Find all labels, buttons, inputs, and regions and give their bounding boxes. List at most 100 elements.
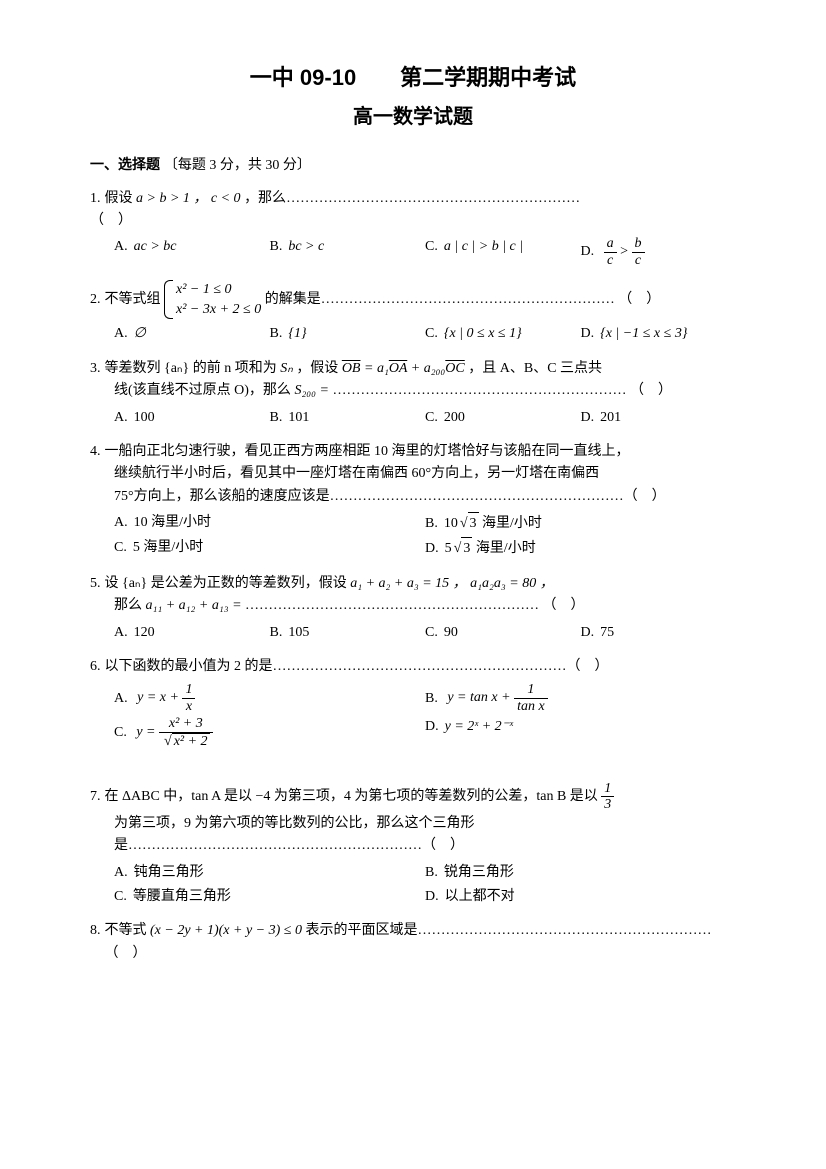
vec-oa: OA <box>389 361 407 376</box>
frac-den: 3 <box>601 797 614 812</box>
q8-expr: (x − 2y + 1)(x + y − 3) ≤ 0 <box>150 923 302 938</box>
q5-opt-a: A.120 <box>114 622 270 644</box>
opt-text: y = x + <box>137 691 182 706</box>
question-1: 1. 假设 a > b > 1 ， c < 0 ，那么 （ ） A.ac > b… <box>90 188 736 271</box>
q5-eq2: a₁₁ + a₁₂ + a₁₃ = <box>146 598 242 613</box>
q1-stem-pre: 假设 <box>105 191 133 206</box>
opt-label: B. <box>270 625 283 640</box>
opt-label: C. <box>114 889 127 904</box>
q4-text: 75°方向上，那么该船的速度应该是 <box>114 489 330 504</box>
dots <box>273 659 567 674</box>
page-title-1: 一中 09-10 第二学期期中考试 <box>90 60 736 95</box>
question-7: 7. 在 ΔABC 中，tan A 是以 −4 为第三项，4 为第七项的等差数列… <box>90 781 736 910</box>
q2-stem-post: 的解集是 <box>265 292 321 307</box>
q7-options: A.钝角三角形 B.锐角三角形 C.等腰直角三角形 D.以上都不对 <box>90 862 736 911</box>
opt-label: C. <box>425 239 438 254</box>
opt-text: 等腰直角三角形 <box>133 889 231 904</box>
opt-text: 海里/小时 <box>479 516 542 531</box>
question-2: 2. 不等式组 x² − 1 ≤ 0 x² − 3x + 2 ≤ 0 的解集是 … <box>90 280 736 348</box>
q7-opt-b: B.锐角三角形 <box>425 862 736 884</box>
opt-label: D. <box>425 719 439 734</box>
opt-text: 100 <box>134 410 155 425</box>
q1-stem: 假设 a > b > 1 ， c < 0 ，那么 <box>105 188 581 210</box>
q7-line2: 为第三项，9 为第六项的等比数列的公比，那么这个三角形是（ ） <box>90 813 736 858</box>
q3-text: ，且 A、B、C 三点共 <box>468 361 602 376</box>
sqrt-icon: x² + 2 <box>162 733 210 749</box>
q6-opt-c: C. y = x² + 3x² + 2 <box>114 716 425 749</box>
q5-opt-d: D. 75 <box>581 622 737 644</box>
q3-opt-c: C.200 <box>425 407 581 429</box>
q4-opt-b: B.103 海里/小时 <box>425 512 736 535</box>
dots <box>333 383 627 398</box>
opt-label: A. <box>114 691 128 706</box>
sqrt-icon: 3 <box>458 512 479 535</box>
q1-number: 1. <box>90 188 101 210</box>
q1-paren: （ ） <box>90 210 736 232</box>
q6-paren: （ ） <box>567 659 609 674</box>
q6-number: 6. <box>90 656 101 678</box>
q2-stem-pre: 不等式组 <box>105 292 161 307</box>
dots <box>321 292 615 307</box>
q6-text: 以下函数的最小值为 2 的是 <box>105 659 273 674</box>
opt-label: D. <box>425 889 439 904</box>
section-note: 〔每题 3 分，共 30 分〕 <box>164 158 311 173</box>
q2-paren: （ ） <box>618 292 660 307</box>
opt-label: D. <box>581 625 595 640</box>
opt-label: D. <box>581 410 595 425</box>
q3-opt-a: A. 100 <box>114 407 270 429</box>
opt-text: ∅ <box>134 326 146 341</box>
page-title-2: 高一数学试题 <box>90 101 736 133</box>
dots <box>286 191 580 206</box>
frac-den: tan x <box>514 699 548 714</box>
q3-options: A. 100 B.101 C.200 D.201 <box>90 407 736 431</box>
opt-text: 5 <box>445 541 452 556</box>
q7-number: 7. <box>90 786 101 808</box>
q4-paren: （ ） <box>624 489 666 504</box>
opt-text: 5 海里/小时 <box>133 540 203 555</box>
brace-line: x² − 3x + 2 ≤ 0 <box>176 300 261 320</box>
q8-paren: （ ） <box>105 946 147 961</box>
eq: = <box>360 361 376 376</box>
opt-label: D. <box>425 541 439 556</box>
q2-opt-d: D.{x | −1 ≤ x ≤ 3} <box>581 323 737 345</box>
opt-text: 以上都不对 <box>445 889 515 904</box>
opt-text: {x | 0 ≤ x ≤ 1} <box>444 326 522 341</box>
opt-label: A. <box>114 515 128 530</box>
q5-number: 5. <box>90 573 101 595</box>
q5-line1: 设 {aₙ} 是公差为正数的等差数列，假设 a₁ + a₂ + a₃ = 15 … <box>105 573 554 595</box>
opt-label: A. <box>114 625 128 640</box>
q4-line1: 一船向正北匀速行驶，看见正西方两座相距 10 海里的灯塔恰好与该船在同一直线上， <box>105 441 630 463</box>
dots <box>245 598 539 613</box>
q3-stem-line2: 线(该直线不过原点 O)，那么 S₂₀₀ = （ ） <box>90 380 736 402</box>
frac-den: c <box>604 253 617 268</box>
opt-text: 75 <box>600 625 614 640</box>
q3-opt-d: D.201 <box>581 407 737 429</box>
q3-opt-b: B.101 <box>270 407 426 429</box>
opt-text: 锐角三角形 <box>444 865 514 880</box>
opt-label: A. <box>114 410 128 425</box>
plus: + <box>407 361 423 376</box>
opt-label: B. <box>270 326 283 341</box>
vec-ob: OB <box>342 361 361 376</box>
frac-den: c <box>632 253 645 268</box>
q7-line1: 在 ΔABC 中，tan A 是以 −4 为第三项，4 为第七项的等差数列的公差… <box>105 781 615 813</box>
dots <box>330 489 624 504</box>
opt-label: A. <box>114 865 128 880</box>
q2-opt-b: B.{1} <box>270 323 426 345</box>
q6-options: A. y = x + 1x B. y = tan x + 1tan x C. y… <box>90 682 736 751</box>
opt-label: B. <box>270 410 283 425</box>
opt-label: D. <box>581 244 595 259</box>
q5-paren: （ ） <box>543 598 585 613</box>
q3-text: 等差数列 {aₙ} 的前 n 项和为 <box>105 361 281 376</box>
opt-text: 10 海里/小时 <box>134 515 211 530</box>
q6-opt-b: B. y = tan x + 1tan x <box>425 682 736 714</box>
q2-stem: 不等式组 x² − 1 ≤ 0 x² − 3x + 2 ≤ 0 的解集是 （ ） <box>105 280 661 319</box>
q1-opt-c: C.a | c | > b | c | <box>425 236 581 268</box>
q5-text: 那么 <box>114 598 146 613</box>
q6-opt-a: A. y = x + 1x <box>114 682 425 714</box>
q4-number: 4. <box>90 441 101 463</box>
question-6: 6. 以下函数的最小值为 2 的是 （ ） A. y = x + 1x B. y … <box>90 656 736 751</box>
opt-label: C. <box>114 540 127 555</box>
dots <box>128 838 422 853</box>
section-label: 一、选择题 <box>90 156 160 172</box>
